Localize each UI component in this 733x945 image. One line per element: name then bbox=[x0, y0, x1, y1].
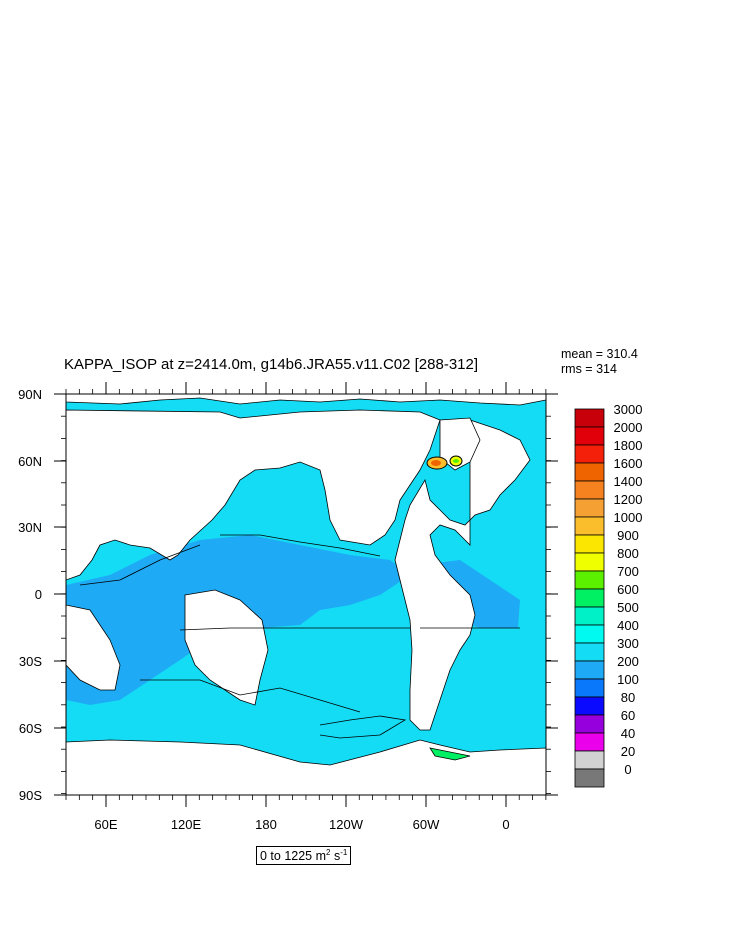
colorbar-swatch bbox=[574, 768, 605, 788]
colorbar-swatch bbox=[574, 408, 605, 428]
lat-label: 60N bbox=[18, 454, 42, 469]
colorbar-label: 2000 bbox=[614, 420, 643, 435]
colorbar-label: 3000 bbox=[614, 402, 643, 417]
colorbar-swatch bbox=[574, 570, 605, 590]
colorbar-swatch bbox=[574, 462, 605, 482]
colorbar-swatch bbox=[574, 480, 605, 500]
colorbar-label: 20 bbox=[621, 744, 635, 759]
lat-label: 60S bbox=[19, 721, 42, 736]
longitude-axis: 60E 120E 180 120W 60W 0 bbox=[94, 817, 509, 832]
colorbar-label: 0 bbox=[624, 762, 631, 777]
colorbar-label: 500 bbox=[617, 600, 639, 615]
mean-value: mean = 310.4 bbox=[561, 347, 638, 361]
latitude-axis: 90N 60N 30N 0 30S 60S 90S bbox=[18, 387, 42, 803]
colorbar-label: 800 bbox=[617, 546, 639, 561]
colorbar-label: 300 bbox=[617, 636, 639, 651]
lon-label: 60W bbox=[413, 817, 440, 832]
colorbar-swatch bbox=[574, 516, 605, 536]
colorbar-label: 700 bbox=[617, 564, 639, 579]
lat-label: 90S bbox=[19, 788, 42, 803]
map-area bbox=[66, 394, 546, 795]
southern-ocean-patch bbox=[429, 747, 471, 761]
lon-label: 120E bbox=[171, 817, 202, 832]
lon-label: 0 bbox=[502, 817, 509, 832]
range-unit-exp2: -1 bbox=[340, 848, 348, 857]
lon-label: 180 bbox=[255, 817, 277, 832]
colorbar-swatch bbox=[574, 534, 605, 554]
colorbar-label: 1400 bbox=[614, 474, 643, 489]
colorbar-label: 1200 bbox=[614, 492, 643, 507]
colorbar-swatch bbox=[574, 606, 605, 626]
colorbar-swatch bbox=[574, 624, 605, 644]
colorbar-label: 1000 bbox=[614, 510, 643, 525]
colorbar-swatch bbox=[574, 444, 605, 464]
lat-label: 30S bbox=[19, 654, 42, 669]
colorbar-swatch bbox=[574, 588, 605, 608]
colorbar-label: 200 bbox=[617, 654, 639, 669]
range-text: 0 to 1225 m bbox=[260, 849, 327, 864]
land-masses bbox=[66, 394, 546, 795]
rms-value: rms = 314 bbox=[561, 362, 617, 376]
colorbar-swatch bbox=[574, 696, 605, 716]
colorbar-label: 60 bbox=[621, 708, 635, 723]
colorbar-swatch bbox=[574, 678, 605, 698]
colorbar-label: 100 bbox=[617, 672, 639, 687]
axis-ticks bbox=[54, 382, 558, 807]
colorbar-label: 1600 bbox=[614, 456, 643, 471]
lat-label: 90N bbox=[18, 387, 42, 402]
lat-label: 30N bbox=[18, 520, 42, 535]
colorbar-swatch bbox=[574, 426, 605, 446]
contour-lines bbox=[79, 534, 520, 739]
plot-title: KAPPA_ISOP at z=2414.0m, g14b6.JRA55.v11… bbox=[64, 356, 479, 373]
lat-label: 0 bbox=[35, 587, 42, 602]
high-kappa-spot bbox=[426, 455, 463, 470]
colorbar-swatch bbox=[574, 714, 605, 734]
colorbar-label: 400 bbox=[617, 618, 639, 633]
range-unit-s: s bbox=[330, 849, 341, 864]
lon-label: 60E bbox=[94, 817, 117, 832]
range-label: 0 to 1225 m2 s-1 bbox=[256, 846, 352, 866]
colorbar-swatch bbox=[574, 732, 605, 752]
colorbar-swatch bbox=[574, 642, 605, 662]
lon-label: 120W bbox=[329, 817, 364, 832]
colorbar-label: 80 bbox=[621, 690, 635, 705]
colorbar-swatch bbox=[574, 660, 605, 680]
colorbar-label: 40 bbox=[621, 726, 635, 741]
range-unit-exp: 2 bbox=[326, 848, 331, 857]
stats-panel: mean = 310.4 rms = 314 bbox=[561, 347, 638, 377]
colorbar-swatch bbox=[574, 552, 605, 572]
colorbar-swatch bbox=[574, 498, 605, 518]
colorbar-label: 900 bbox=[617, 528, 639, 543]
colorbar-label: 1800 bbox=[614, 438, 643, 453]
colorbar-label: 600 bbox=[617, 582, 639, 597]
colorbar-swatch bbox=[574, 750, 605, 770]
colorbar: 3000200018001600140012001000900800700600… bbox=[574, 402, 643, 788]
